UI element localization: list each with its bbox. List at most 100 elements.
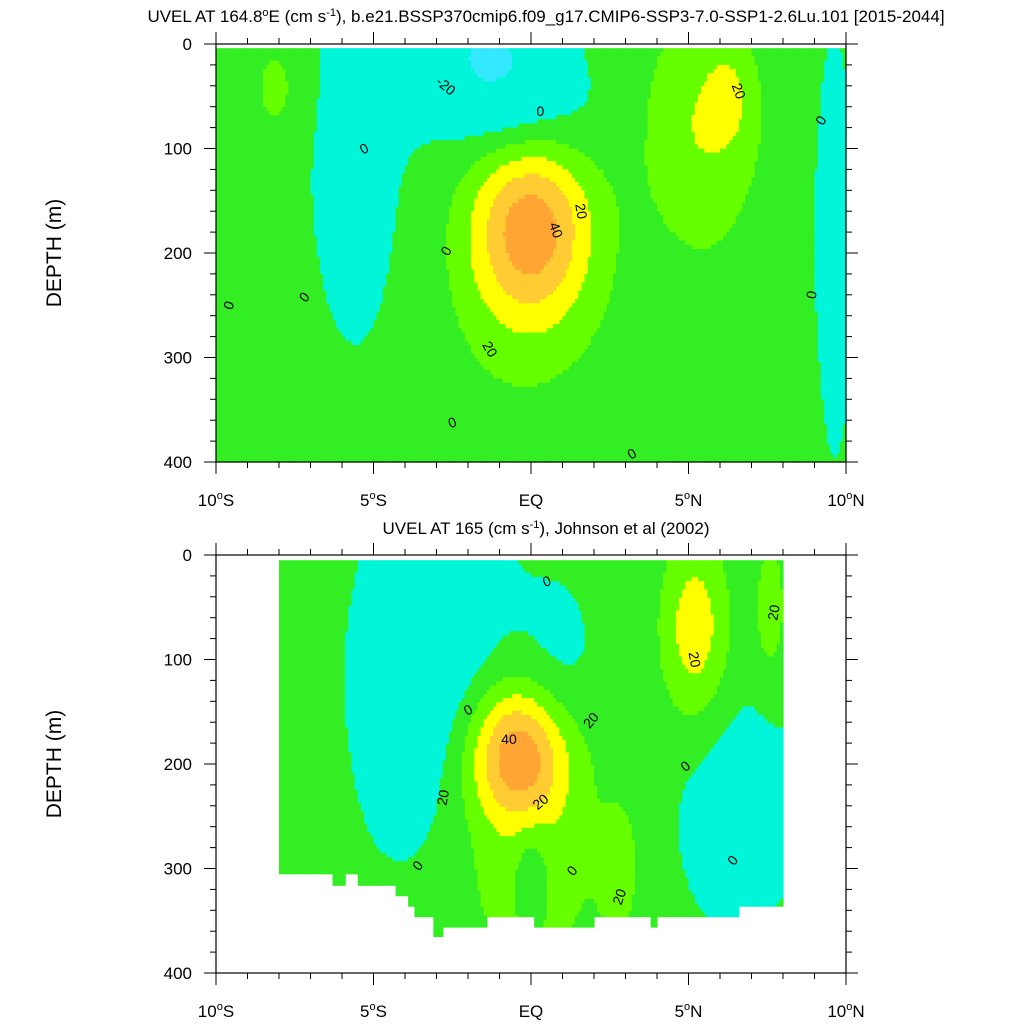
contour-cell: [250, 349, 255, 354]
contour-cell: [228, 207, 233, 212]
contour-cell: [234, 131, 239, 137]
contour-cell: [225, 411, 230, 417]
contour-cell: [228, 332, 233, 338]
contour-cell: [263, 411, 267, 417]
contour-cell: [231, 190, 236, 196]
contour-cell: [269, 215, 274, 221]
contour-cell: [256, 89, 261, 95]
contour-cell: [253, 428, 258, 434]
contour-cell: [253, 161, 258, 166]
contour-cell: [241, 395, 245, 400]
contour-cell: [266, 319, 271, 325]
contour-cell: [234, 441, 239, 446]
contour-cell: [253, 420, 258, 425]
contour-cell: [219, 357, 223, 363]
contour-cell: [253, 248, 258, 254]
contour-cell: [256, 340, 261, 346]
contour-cell: [234, 344, 239, 350]
contour-cell: [269, 81, 274, 87]
contour-cell: [234, 56, 239, 62]
contour-cell: [238, 173, 242, 179]
contour-cell: [231, 403, 236, 409]
contour-cell: [241, 202, 245, 208]
contour-cell: [219, 236, 223, 242]
contour-cell: [260, 269, 264, 275]
contour-cell: [228, 265, 233, 271]
contour-cell: [250, 177, 255, 183]
contour-cell: [216, 273, 220, 279]
contour-cell: [216, 106, 220, 112]
contour-cell: [228, 253, 233, 258]
contour-cell: [247, 374, 252, 379]
contour-cell: [216, 173, 220, 179]
contour-cell: [216, 186, 220, 191]
contour-cell: [238, 253, 242, 258]
contour-cell: [234, 315, 239, 321]
contour-cell: [263, 390, 267, 396]
contour-cell: [228, 140, 233, 145]
contour-cell: [238, 240, 242, 246]
contour-cell: [253, 253, 258, 258]
contour-cell: [244, 328, 249, 334]
contour-cell: [263, 144, 267, 150]
contour-cell: [222, 190, 227, 196]
contour-cell: [225, 165, 230, 170]
contour-cell: [263, 361, 267, 367]
contour-cell: [247, 336, 252, 342]
contour-cell: [250, 390, 255, 396]
contour-cell: [266, 298, 271, 304]
contour-cell: [219, 94, 223, 99]
contour-cell: [234, 403, 239, 409]
contour-cell: [256, 420, 261, 425]
contour-cell: [228, 127, 233, 133]
contour-cell: [256, 269, 261, 275]
contour-cell: [256, 60, 261, 66]
contour-cell: [244, 374, 249, 379]
contour-cell: [219, 98, 223, 104]
contour-cell: [256, 227, 261, 233]
contour-cell: [253, 416, 258, 421]
contour-cell: [234, 177, 239, 183]
contour-cell: [241, 215, 245, 221]
contour-cell: [225, 370, 230, 375]
contour-cell: [247, 190, 252, 196]
contour-cell: [238, 202, 242, 208]
contour-cell: [260, 215, 264, 221]
contour-cell: [228, 198, 233, 204]
contour-cell: [263, 127, 267, 133]
contour-cell: [253, 273, 258, 279]
contour-cell: [219, 307, 223, 313]
contour-cell: [253, 52, 258, 58]
contour-cell: [247, 123, 252, 129]
contour-cell: [269, 202, 274, 208]
contour-cell: [272, 89, 277, 95]
contour-cell: [247, 135, 252, 141]
contour-cell: [244, 315, 249, 321]
contour-cell: [238, 407, 242, 413]
contour-cell: [222, 181, 227, 187]
contour-cell: [238, 48, 242, 53]
contour-cell: [263, 344, 267, 350]
contour-cell: [241, 416, 245, 421]
contour-cell: [234, 52, 239, 58]
contour-cell: [231, 211, 236, 216]
contour-cell: [234, 286, 239, 292]
contour-cell: [222, 64, 227, 70]
contour-cell: [219, 102, 223, 108]
contour-cell: [219, 211, 223, 216]
contour-cell: [228, 357, 233, 363]
contour-cell: [266, 81, 271, 87]
contour-cell: [219, 156, 223, 162]
contour-cell: [228, 110, 233, 116]
contour-cell: [263, 278, 267, 283]
contour-cell: [244, 269, 249, 275]
contour-cell: [263, 236, 267, 242]
contour-cell: [244, 453, 249, 459]
contour-cell: [256, 198, 261, 204]
contour-cell: [269, 424, 274, 430]
contour-cell: [244, 73, 249, 79]
contour-cell: [238, 156, 242, 162]
contour-cell: [222, 110, 227, 116]
contour-cell: [253, 140, 258, 145]
contour-cell: [225, 457, 230, 463]
